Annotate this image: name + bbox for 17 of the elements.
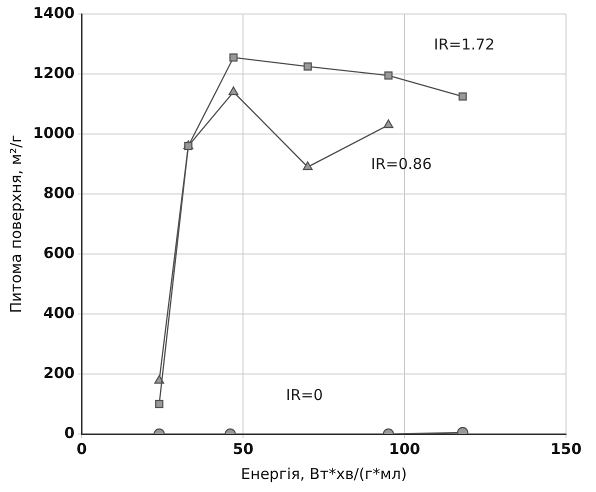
x-axis-title: Енергія, Вт*хв/(г*мл) <box>240 464 407 483</box>
x-tick-label: 100 <box>388 440 420 458</box>
annotation: IR=1.72 <box>434 35 495 54</box>
x-tick-label: 50 <box>232 440 254 458</box>
y-tick-label: 1000 <box>33 124 75 142</box>
x-tick-label: 150 <box>550 440 582 458</box>
y-tick-label: 600 <box>43 244 75 262</box>
y-tick-label: 0 <box>64 424 75 442</box>
y-tick-label: 800 <box>43 184 75 202</box>
y-tick-label: 400 <box>43 304 75 322</box>
annotation: IR=0 <box>286 386 323 404</box>
y-tick-label: 200 <box>43 364 75 382</box>
annotation: IR=0.86 <box>370 155 432 174</box>
y-axis-title: Питома поверхня, м²/г <box>6 134 25 314</box>
x-tick-label: 0 <box>76 440 87 458</box>
y-tick-label: 1400 <box>33 4 75 22</box>
y-tick-label: 1200 <box>33 64 75 82</box>
